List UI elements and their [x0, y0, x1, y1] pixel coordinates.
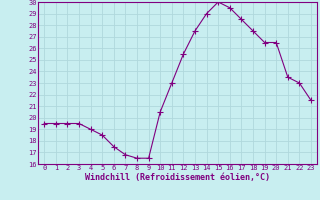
X-axis label: Windchill (Refroidissement éolien,°C): Windchill (Refroidissement éolien,°C): [85, 173, 270, 182]
